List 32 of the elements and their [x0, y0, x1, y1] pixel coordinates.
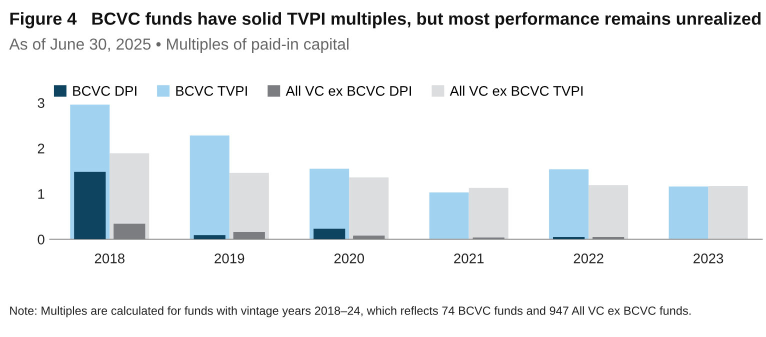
- y-tick-label: 0: [38, 234, 44, 244]
- x-tick-label: 2022: [574, 254, 604, 264]
- bar: [668, 186, 708, 240]
- y-tick-label: 1: [38, 189, 44, 199]
- legend-label: All VC ex BCVC TVPI: [450, 86, 583, 96]
- bar: [233, 232, 265, 240]
- bar: [229, 172, 269, 240]
- x-tick-label: 2018: [94, 254, 124, 264]
- chart-subtitle: As of June 30, 2025 • Multiples of paid-in capital: [9, 38, 348, 53]
- y-tick-label: 2: [38, 144, 44, 154]
- legend-label: BCVC TVPI: [176, 86, 247, 96]
- x-tick-label: 2019: [214, 254, 244, 264]
- y-tick-label: 3: [38, 98, 44, 108]
- legend-label: All VC ex BCVC DPI: [286, 86, 411, 96]
- bar: [194, 235, 226, 240]
- bar: [708, 186, 748, 240]
- bar: [549, 169, 589, 240]
- bar: [74, 172, 106, 240]
- bar: [349, 177, 389, 240]
- bar: [314, 228, 346, 240]
- bar: [114, 224, 146, 240]
- bar: [429, 192, 469, 240]
- x-tick-label: 2020: [334, 254, 364, 264]
- chart-title: Figure 4 BCVC funds have solid TVPI multiples, but most performance remains unrealized: [10, 12, 761, 28]
- bar: [353, 236, 385, 240]
- bar: [468, 188, 508, 240]
- legend-label: BCVC DPI: [73, 86, 136, 96]
- bar: [190, 136, 230, 240]
- text: Note: Multiples are calculated for funds with vintage years 2018–24, which reflects 74 BCVC funds and 947 All VC ex BCVC funds.: [10, 306, 691, 318]
- x-tick-label: 2021: [454, 254, 484, 264]
- x-tick-label: 2023: [694, 254, 724, 264]
- bar: [588, 185, 628, 240]
